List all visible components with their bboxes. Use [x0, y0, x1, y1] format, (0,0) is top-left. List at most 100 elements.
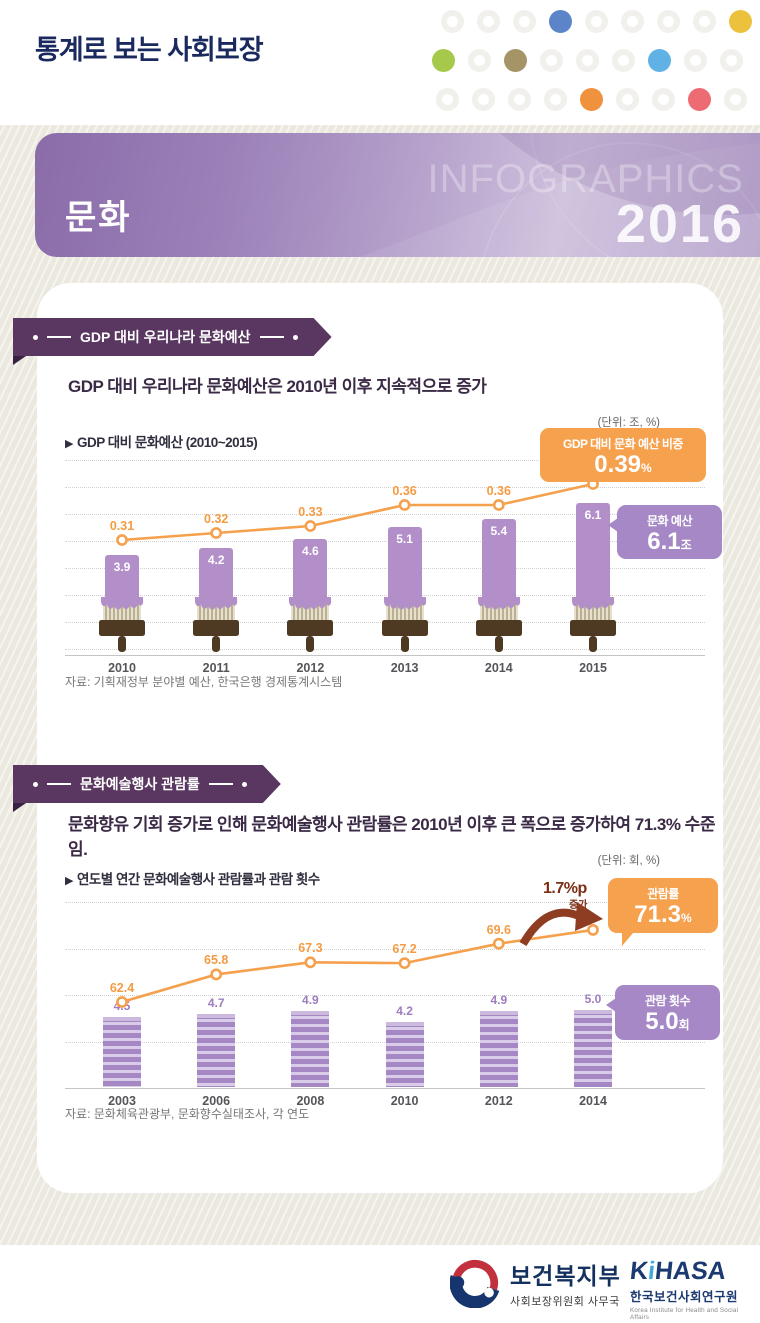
dot-row — [436, 88, 752, 111]
section2-headline: 문화향유 기회 증가로 인해 문화예술행사 관람률은 2010년 이후 큰 폭으… — [68, 815, 715, 859]
section1-chart-title: ▶ GDP 대비 문화예산 (2010~2015) — [65, 435, 258, 450]
paintbrush-icon — [193, 597, 240, 653]
line-value-label: 0.32 — [204, 512, 229, 526]
x-axis-label: 2011 — [202, 661, 230, 675]
increase-arrow-icon — [519, 902, 603, 947]
badge-line-icon — [47, 336, 71, 338]
section1-badge-label: GDP 대비 우리나라 문화예산 — [80, 329, 251, 345]
gdp-ratio-callout-value: 0.39% — [594, 451, 652, 478]
section2-chart-title: ▶ 연도별 연간 문화예술행사 관람률과 관람 횟수 — [65, 872, 320, 887]
attendance-count-callout-label: 관람 횟수 — [645, 994, 691, 1008]
paintbrush-icon — [381, 597, 428, 653]
badge-dot-icon — [242, 782, 247, 787]
x-axis-label: 2006 — [202, 1094, 231, 1108]
colored-dot-icon — [504, 49, 527, 72]
badge-dot-icon — [293, 335, 298, 340]
badge-line-icon — [260, 336, 284, 338]
attendance-bar — [574, 1009, 612, 1087]
content-card: GDP 대비 우리나라 문화예산 GDP 대비 우리나라 문화예산은 2010년… — [13, 283, 723, 1193]
banner-category-label: 문화 — [65, 199, 132, 237]
badge-dot-icon — [33, 782, 38, 787]
outline-dot-icon — [684, 49, 707, 72]
section1-headline: GDP 대비 우리나라 문화예산은 2010년 이후 지속적으로 증가 — [68, 377, 487, 396]
gridline — [65, 460, 705, 461]
outline-dot-icon — [508, 88, 531, 111]
line-value-label: 67.3 — [298, 941, 323, 956]
callout-tail-icon — [606, 998, 616, 1012]
attendance-bar — [197, 1014, 236, 1087]
line-point — [210, 527, 223, 539]
decorative-dot-grid — [432, 10, 752, 111]
outline-dot-icon — [693, 10, 716, 33]
attendance-bar — [385, 1021, 424, 1087]
callout-tail-icon — [622, 933, 633, 946]
line-point — [398, 957, 411, 970]
outline-dot-icon — [513, 10, 536, 33]
mohw-logo: 보건복지부 사회보장위원회 사무국 — [450, 1257, 621, 1309]
line-point — [398, 499, 411, 511]
triangle-bullet-icon: ▶ — [65, 438, 73, 450]
gridline — [65, 541, 705, 542]
budget-callout: 문화 예산 6.1조 — [608, 505, 722, 559]
mohw-subtitle: 사회보장위원회 사무국 — [510, 1296, 620, 1308]
paintbrush-icon — [99, 597, 145, 653]
outline-dot-icon — [616, 88, 639, 111]
x-axis-label: 2012 — [484, 1094, 513, 1108]
attendance-rate-callout: 관람률 71.3% — [608, 878, 718, 946]
colored-dot-icon — [688, 88, 711, 111]
x-axis-label: 2014 — [579, 1094, 607, 1108]
outline-dot-icon — [612, 49, 635, 72]
section2-badge: 문화예술행사 관람률 — [13, 765, 281, 812]
bar-value-label: 4.6 — [302, 543, 319, 558]
gridline — [65, 487, 705, 488]
budget-bar — [293, 538, 328, 601]
bar-value-label: 4.2 — [207, 553, 225, 568]
line-value-label: 62.4 — [109, 981, 135, 995]
budget-bar — [481, 519, 516, 601]
section1-unit-label: (단위: 조, %) — [597, 417, 660, 429]
outline-dot-icon — [724, 88, 747, 111]
badge-line-icon — [47, 783, 71, 785]
outline-dot-icon — [544, 88, 567, 111]
budget-callout-label: 문화 예산 — [647, 514, 693, 528]
line-value-label: 0.31 — [109, 519, 135, 533]
bar-value-label: 5.1 — [396, 531, 413, 546]
gridline — [65, 514, 705, 515]
banner-watermark: INFOGRAPHICS — [427, 157, 744, 201]
paintbrush-icon — [287, 597, 334, 653]
line-point — [492, 937, 505, 950]
attendance-count-callout: 관람 횟수 5.0회 — [606, 985, 720, 1040]
dot-row — [432, 49, 752, 72]
bar-value-label: 4.7 — [207, 996, 225, 1011]
outline-dot-icon — [436, 88, 459, 111]
x-axis-label: 2014 — [484, 661, 513, 675]
gridline — [65, 902, 705, 903]
line-value-label: 67.2 — [392, 942, 417, 957]
increase-annotation-value: 1.7%p — [543, 880, 587, 897]
bar-value-label: 4.9 — [490, 993, 508, 1008]
badge-line-icon — [209, 783, 233, 785]
footer: 보건복지부 사회보장위원회 사무국 KiHASA 한국보건사회연구원 Korea… — [0, 1245, 760, 1323]
x-axis-label: 2010 — [390, 1094, 419, 1108]
attendance-rate-callout-label: 관람률 — [647, 887, 679, 901]
section2-unit-label: (단위: 회, %) — [597, 855, 660, 867]
colored-dot-icon — [549, 10, 572, 33]
budget-bar — [105, 555, 139, 601]
dot-row — [441, 10, 752, 33]
attendance-bar — [103, 1017, 141, 1087]
bar-value-label: 6.1 — [584, 507, 602, 522]
trend-line — [116, 924, 599, 1008]
outline-dot-icon — [468, 49, 491, 72]
line-value-label: 0.36 — [392, 484, 417, 498]
kihasa-name: KiHASA — [628, 1257, 728, 1285]
line-value-label: 0.36 — [486, 484, 511, 498]
line-point — [116, 534, 128, 546]
line-point — [304, 956, 317, 969]
gridline — [65, 948, 705, 950]
outline-dot-icon — [472, 88, 495, 111]
x-axis-label: 2012 — [296, 661, 325, 675]
badge-dot-icon — [33, 335, 38, 340]
trend-line — [116, 478, 599, 546]
paintbrush-icon — [475, 597, 522, 653]
